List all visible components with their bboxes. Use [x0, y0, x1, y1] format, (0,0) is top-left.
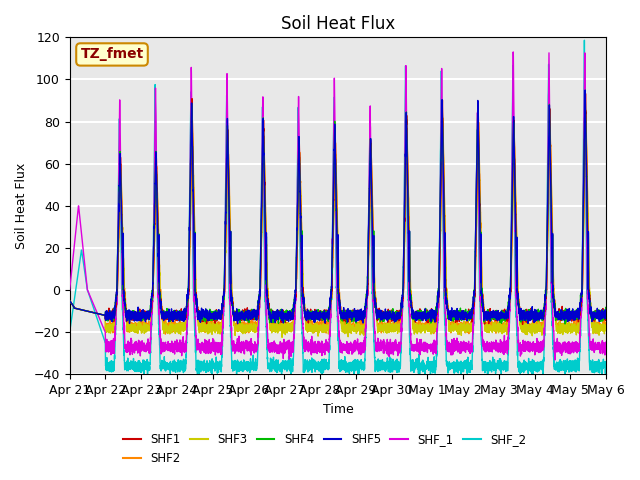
SHF3: [582, 117, 589, 122]
SHF_1: [488, 347, 496, 352]
SHF_2: [561, 373, 569, 379]
SHF4: [602, 311, 609, 316]
SHF1: [318, 312, 326, 318]
SHF_2: [580, 37, 588, 43]
SHF5: [458, 313, 466, 319]
SHF3: [429, 327, 436, 333]
SHF3: [162, 328, 170, 334]
SHF5: [581, 87, 589, 93]
SHF2: [458, 323, 466, 329]
SHF3: [458, 324, 466, 329]
SHF5: [234, 321, 241, 327]
SHF_2: [318, 360, 326, 366]
SHF_2: [428, 359, 436, 364]
SHF4: [66, 298, 74, 303]
SHF5: [602, 315, 609, 321]
Line: SHF5: SHF5: [70, 90, 606, 324]
SHF_1: [602, 344, 609, 350]
Legend: SHF1, SHF2, SHF3, SHF4, SHF5, SHF_1, SHF_2: SHF1, SHF2, SHF3, SHF4, SHF5, SHF_1, SHF…: [118, 428, 531, 469]
SHF2: [428, 324, 436, 330]
SHF3: [318, 324, 326, 330]
SHF4: [162, 314, 170, 320]
SHF1: [428, 312, 436, 318]
SHF1: [458, 314, 466, 320]
SHF_1: [428, 341, 436, 347]
SHF2: [66, 298, 74, 303]
Line: SHF3: SHF3: [70, 120, 606, 337]
Y-axis label: Soil Heat Flux: Soil Heat Flux: [15, 163, 28, 249]
SHF2: [602, 323, 609, 329]
SHF5: [488, 309, 496, 315]
X-axis label: Time: Time: [323, 403, 353, 416]
SHF1: [602, 313, 609, 319]
SHF2: [318, 324, 326, 329]
SHF1: [582, 91, 589, 96]
SHF3: [278, 335, 286, 340]
SHF5: [602, 313, 610, 319]
SHF4: [561, 321, 569, 327]
Line: SHF4: SHF4: [70, 90, 606, 324]
SHF_1: [318, 338, 326, 344]
SHF4: [428, 310, 436, 316]
SHF_1: [551, 357, 559, 363]
SHF1: [66, 298, 74, 303]
SHF3: [488, 326, 496, 332]
SHF1: [518, 322, 526, 327]
SHF_1: [602, 339, 610, 345]
SHF2: [602, 325, 610, 331]
SHF5: [162, 315, 170, 321]
SHF5: [429, 312, 436, 317]
SHF_1: [162, 347, 170, 353]
SHF_2: [66, 329, 74, 335]
SHF2: [162, 322, 170, 328]
SHF_2: [602, 369, 610, 374]
Line: SHF_2: SHF_2: [70, 40, 606, 376]
Line: SHF_1: SHF_1: [70, 52, 606, 360]
SHF_1: [509, 49, 517, 55]
Text: TZ_fmet: TZ_fmet: [81, 48, 143, 61]
SHF_2: [488, 362, 496, 368]
SHF5: [66, 298, 74, 303]
Title: Soil Heat Flux: Soil Heat Flux: [281, 15, 395, 33]
SHF4: [581, 87, 589, 93]
SHF5: [318, 314, 326, 320]
SHF2: [488, 320, 496, 325]
Line: SHF2: SHF2: [70, 110, 606, 334]
SHF1: [162, 312, 170, 318]
SHF4: [488, 311, 496, 317]
SHF1: [602, 310, 610, 316]
SHF3: [66, 298, 74, 303]
SHF1: [488, 313, 496, 319]
SHF_2: [162, 365, 170, 371]
SHF_2: [602, 362, 609, 368]
SHF_1: [458, 345, 466, 351]
SHF_2: [458, 361, 466, 367]
Line: SHF1: SHF1: [70, 94, 606, 324]
SHF2: [456, 331, 463, 337]
SHF4: [458, 313, 466, 319]
SHF4: [602, 309, 610, 315]
SHF3: [602, 323, 610, 328]
SHF2: [582, 108, 589, 113]
SHF3: [602, 327, 609, 333]
SHF_1: [66, 287, 74, 293]
SHF4: [318, 312, 326, 318]
